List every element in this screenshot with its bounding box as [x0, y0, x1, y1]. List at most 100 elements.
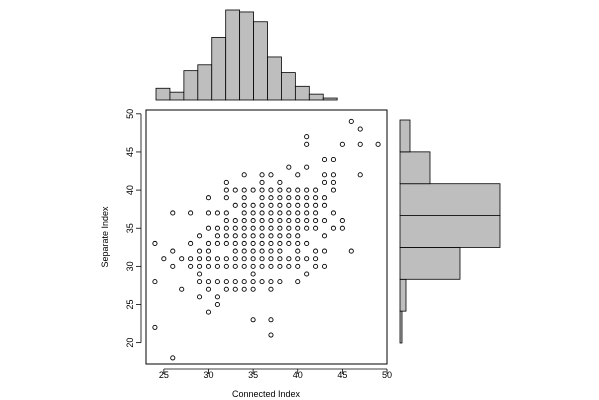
data-point	[250, 271, 256, 277]
data-point	[321, 218, 328, 224]
x-histogram-bar	[308, 93, 324, 101]
data-point	[268, 202, 274, 208]
x-histogram-bar	[211, 36, 227, 101]
data-point	[205, 240, 212, 247]
data-point	[205, 279, 212, 285]
data-point	[241, 195, 247, 201]
data-point	[330, 179, 336, 186]
data-point	[268, 210, 274, 216]
data-point	[259, 263, 265, 269]
data-point	[295, 202, 301, 208]
data-point	[232, 233, 238, 239]
data-point	[295, 248, 301, 254]
data-point	[286, 187, 292, 193]
data-point	[223, 225, 229, 231]
data-point	[223, 263, 229, 269]
y-histogram-bar	[399, 310, 403, 344]
data-point	[179, 286, 185, 292]
data-point	[259, 179, 265, 186]
data-point	[197, 271, 203, 277]
data-point	[277, 256, 283, 262]
data-point	[241, 286, 247, 292]
x-histogram-bar	[322, 97, 338, 101]
data-point	[295, 210, 301, 216]
data-point	[375, 141, 381, 147]
data-point	[232, 248, 238, 254]
data-point	[304, 271, 310, 277]
data-point	[295, 225, 301, 231]
data-point	[214, 225, 220, 231]
data-point	[250, 202, 256, 208]
data-point	[286, 240, 292, 247]
data-point	[250, 218, 256, 224]
data-point	[277, 202, 283, 208]
data-point	[304, 195, 310, 201]
data-point	[330, 187, 336, 193]
data-point	[268, 240, 274, 247]
data-point	[259, 233, 265, 239]
data-point	[295, 256, 301, 262]
data-point	[214, 240, 220, 247]
data-point	[313, 248, 319, 254]
data-point	[304, 210, 310, 216]
data-point	[152, 240, 158, 247]
data-point	[188, 256, 194, 262]
data-point	[250, 187, 256, 193]
data-point	[304, 134, 310, 140]
data-point	[286, 210, 292, 216]
data-point	[286, 202, 292, 208]
x-tick-label: 40	[293, 370, 303, 380]
data-point	[250, 263, 256, 269]
data-point	[330, 172, 336, 178]
y-histogram-bar	[399, 278, 407, 312]
data-point	[152, 279, 158, 285]
data-point	[321, 263, 328, 269]
data-point	[295, 263, 301, 269]
data-point	[321, 172, 328, 178]
scatter-points	[152, 118, 381, 361]
data-point	[223, 240, 229, 247]
data-point	[250, 317, 256, 323]
data-point	[313, 187, 319, 193]
y-tick-label: 25	[125, 299, 135, 309]
data-point	[268, 286, 274, 292]
data-point	[241, 263, 247, 269]
data-point	[188, 240, 194, 247]
data-point	[304, 187, 310, 193]
data-point	[223, 279, 229, 285]
data-point	[313, 202, 319, 208]
data-point	[277, 233, 283, 239]
data-point	[259, 218, 265, 224]
data-point	[304, 225, 310, 231]
y-tick-label: 40	[125, 185, 135, 195]
data-point	[214, 256, 220, 262]
data-point	[286, 164, 292, 170]
data-point	[339, 225, 345, 231]
data-point	[268, 279, 274, 285]
data-point	[197, 279, 203, 285]
data-point	[313, 263, 319, 269]
x-histogram-bar	[183, 70, 199, 101]
data-point	[232, 187, 238, 193]
data-point	[241, 256, 247, 262]
x-histogram-bar	[294, 85, 310, 101]
y-histogram-bar	[399, 215, 501, 248]
data-point	[232, 286, 238, 292]
data-point	[223, 210, 229, 216]
x-histogram-bar	[169, 91, 185, 101]
data-point	[197, 294, 203, 300]
data-point	[205, 286, 212, 292]
data-point	[250, 248, 256, 254]
data-point	[321, 202, 328, 208]
data-point	[277, 187, 283, 193]
data-point	[286, 256, 292, 262]
data-point	[259, 256, 265, 262]
data-point	[321, 233, 328, 239]
data-point	[250, 286, 256, 292]
data-point	[197, 263, 203, 269]
data-point	[170, 210, 176, 216]
data-point	[205, 210, 212, 216]
plot-frame	[145, 109, 388, 365]
y-tick-label: 30	[125, 261, 135, 271]
data-point	[241, 202, 247, 208]
